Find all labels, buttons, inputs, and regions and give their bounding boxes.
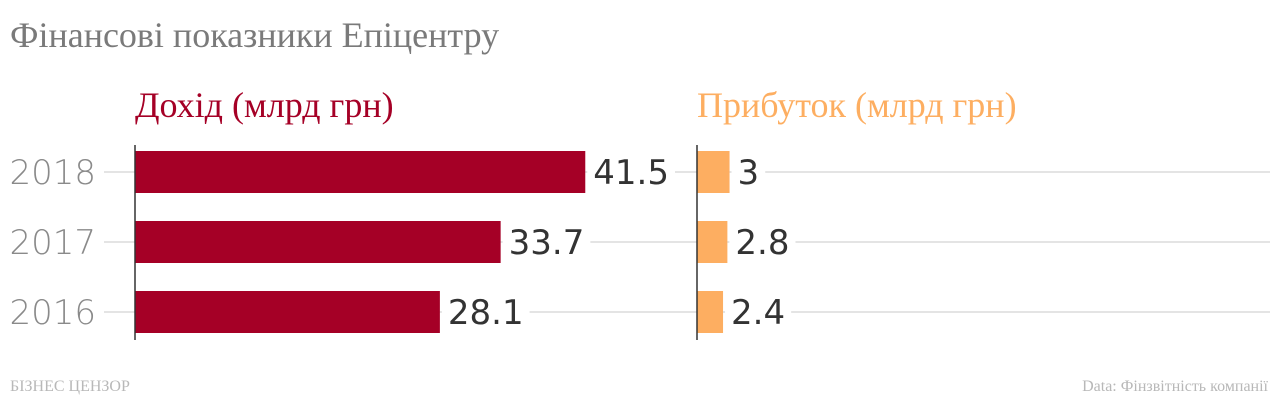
label-backing (729, 238, 796, 246)
revenue-value-label: 41.5 (593, 153, 669, 193)
chart-title: Фінансові показники Епіцентру (10, 15, 500, 55)
profit-bar (697, 291, 724, 333)
profit-value-label: 2.8 (735, 223, 789, 263)
axes (134, 145, 698, 340)
year-tick-label: 2018 (9, 153, 96, 193)
profit-panel-title: Прибуток (млрд грн) (697, 85, 1017, 125)
revenue-bar (135, 221, 501, 263)
data-source-label: Data: Фінзвітність компанії (1082, 378, 1268, 395)
label-backing (587, 168, 675, 176)
profit-bar (697, 151, 730, 193)
revenue-value-label: 33.7 (509, 223, 585, 263)
revenue-bar (135, 151, 586, 193)
label-backing (731, 168, 766, 176)
profit-value-label: 2.4 (731, 293, 785, 333)
revenue-value-label: 28.1 (448, 293, 524, 333)
labels: Дохід (млрд грн) 2018 2017 2016 41.533.7 28.1… (9, 85, 1016, 333)
profit-value-label: 3 (738, 153, 760, 193)
revenue-bar (135, 291, 440, 333)
brand-label: БІЗНЕС ЦЕНЗОР (10, 378, 130, 395)
label-backing (502, 238, 591, 246)
year-tick-label: 2017 (9, 223, 96, 263)
revenue-panel-title: Дохід (млрд грн) (135, 85, 394, 125)
year-tick-label: 2016 (9, 293, 96, 333)
label-backing (441, 308, 530, 316)
label-backing (725, 308, 792, 316)
profit-bar (697, 221, 728, 263)
bars (135, 151, 730, 333)
